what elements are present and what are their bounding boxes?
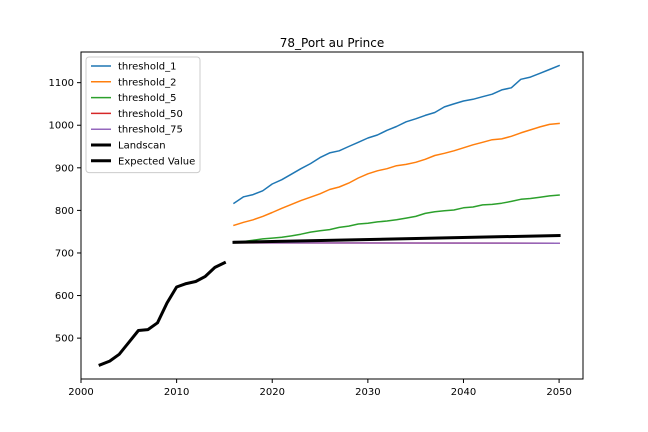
plot-frame xyxy=(80,51,584,380)
chart-title: 78_Port au Prince xyxy=(280,36,385,50)
plot-series xyxy=(98,64,561,367)
legend-label: threshold_5 xyxy=(118,93,176,104)
x-axis: 2000 2010 2020 2030 2040 2050 xyxy=(68,379,572,398)
legend-label: threshold_1 xyxy=(118,62,176,73)
x-tick-label: 2020 xyxy=(260,387,285,398)
y-tick-label: 1100 xyxy=(49,78,74,89)
legend: threshold_1 threshold_2 threshold_5thresho… xyxy=(85,56,201,174)
series-line-expected-value xyxy=(232,233,561,244)
legend-label: threshold_2 xyxy=(118,77,176,88)
legend-label: threshold_50 xyxy=(118,109,183,120)
x-tick-label: 2000 xyxy=(68,387,93,398)
y-tick-label: 600 xyxy=(55,291,74,302)
x-tick-label: 2010 xyxy=(164,387,189,398)
y-tick-label: 1000 xyxy=(49,121,74,132)
y-tick-label: 500 xyxy=(55,334,74,345)
legend-box xyxy=(85,56,201,174)
legend-label: Landscan xyxy=(118,141,166,152)
legend-label: Expected Value xyxy=(118,156,195,167)
y-tick-label: 800 xyxy=(55,206,74,217)
x-tick-label: 2050 xyxy=(546,387,571,398)
legend-label: threshold_75 xyxy=(118,125,183,136)
series-line-threshold-2 xyxy=(233,122,560,227)
y-axis: 500 600 700 800 900 1000 1100 xyxy=(49,78,81,345)
x-tick-label: 2030 xyxy=(355,387,380,398)
x-tick-label: 2040 xyxy=(451,387,476,398)
y-tick-label: 900 xyxy=(55,163,74,174)
series-line-threshold-1 xyxy=(232,64,561,205)
series-line-landscan xyxy=(98,260,227,367)
y-tick-label: 700 xyxy=(55,248,74,259)
series-line-threshold-5 xyxy=(233,194,560,244)
